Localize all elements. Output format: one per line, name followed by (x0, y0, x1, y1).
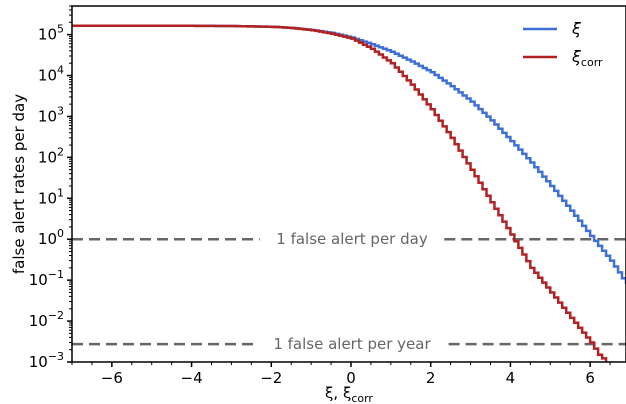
x-tick-label-5: 4 (506, 369, 516, 387)
axes: −6 −4 −2 0 2 4 6 10−3 10−2 10−1 100 101 102 103 104 105 (29, 5, 626, 387)
reference-line-label-0: 1 false alert per day (276, 230, 428, 248)
y-tick-label-7: 104 (38, 64, 64, 85)
legend: ξ ξcorr (523, 19, 603, 69)
x-tick-label-1: −4 (181, 369, 203, 387)
legend-label-xi: ξ (571, 19, 582, 38)
y-tick-label-4: 101 (38, 186, 64, 207)
x-tick-label-3: 0 (346, 369, 356, 387)
x-tick-label-0: −6 (101, 369, 123, 387)
y-tick-label-6: 103 (38, 104, 64, 125)
x-tick-label-2: −2 (260, 369, 282, 387)
y-tick-label-2: 10−1 (29, 268, 64, 289)
y-axis-label: false alert rates per day (10, 94, 28, 274)
plot-frame (71, 5, 626, 363)
x-tick-label-6: 6 (585, 369, 595, 387)
y-tick-label-0: 10−3 (29, 350, 64, 371)
x-axis-label: ξ, ξcorr (325, 384, 373, 404)
series-line-1 (72, 24, 608, 362)
x-tick-label-4: 2 (426, 369, 436, 387)
plot-area: 1 false alert per day 1 false alert per y… (72, 24, 626, 362)
y-tick-label-1: 10−2 (29, 309, 64, 330)
y-tick-label-3: 100 (38, 227, 64, 248)
legend-label-xi-corr: ξcorr (571, 47, 603, 69)
y-tick-label-5: 102 (38, 145, 64, 166)
y-tick-label-8: 105 (38, 23, 64, 44)
reference-line-label-1: 1 false alert per year (273, 335, 431, 353)
